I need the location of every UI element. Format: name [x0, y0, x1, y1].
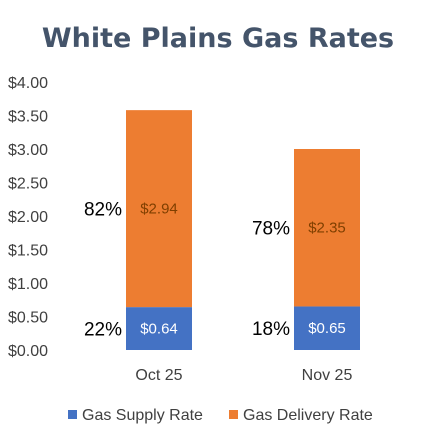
- bar-gas-delivery: [126, 110, 192, 308]
- y-tick-label: $2.00: [8, 209, 48, 226]
- value-label-delivery: $2.94: [140, 201, 178, 218]
- bar-gas-supply: [294, 306, 360, 350]
- legend: Gas Supply Rate Gas Delivery Rate: [68, 407, 373, 424]
- bar-gas-delivery: [294, 149, 360, 307]
- bars: [126, 110, 360, 350]
- bar-gas-supply: [126, 307, 192, 350]
- chart-title: White Plains Gas Rates: [42, 23, 394, 54]
- y-tick-label: $1.50: [8, 243, 48, 260]
- value-label-delivery: $2.35: [308, 220, 346, 237]
- y-tick-label: $3.50: [8, 109, 48, 126]
- category-label-oct: Oct 25: [135, 367, 182, 384]
- legend-label-supply: Gas Supply Rate: [82, 407, 203, 424]
- y-tick-label: $0.00: [8, 343, 48, 360]
- percent-label-delivery: 78%: [252, 219, 290, 240]
- percent-label-supply: 18%: [252, 319, 290, 340]
- y-tick-label: $1.00: [8, 276, 48, 293]
- legend-label-delivery: Gas Delivery Rate: [243, 407, 373, 424]
- legend-swatch-delivery: [229, 410, 238, 419]
- y-axis: $0.00 $0.50 $1.00 $1.50 $2.00 $2.50 $3.00 $3.50…: [8, 75, 48, 360]
- y-tick-label: $3.00: [8, 142, 48, 159]
- legend-swatch-supply: [68, 410, 77, 419]
- category-label-nov: Nov 25: [302, 367, 353, 384]
- y-tick-label: $0.50: [8, 310, 48, 327]
- value-label-supply: $0.65: [308, 320, 346, 337]
- data-labels: $0.64 22% $2.94 82% $0.65 18% $2.35 78%: [84, 200, 346, 341]
- y-tick-label: $2.50: [8, 176, 48, 193]
- percent-label-supply: 22%: [84, 320, 122, 341]
- y-tick-label: $4.00: [8, 75, 48, 92]
- percent-label-delivery: 82%: [84, 200, 122, 221]
- value-label-supply: $0.64: [140, 321, 178, 338]
